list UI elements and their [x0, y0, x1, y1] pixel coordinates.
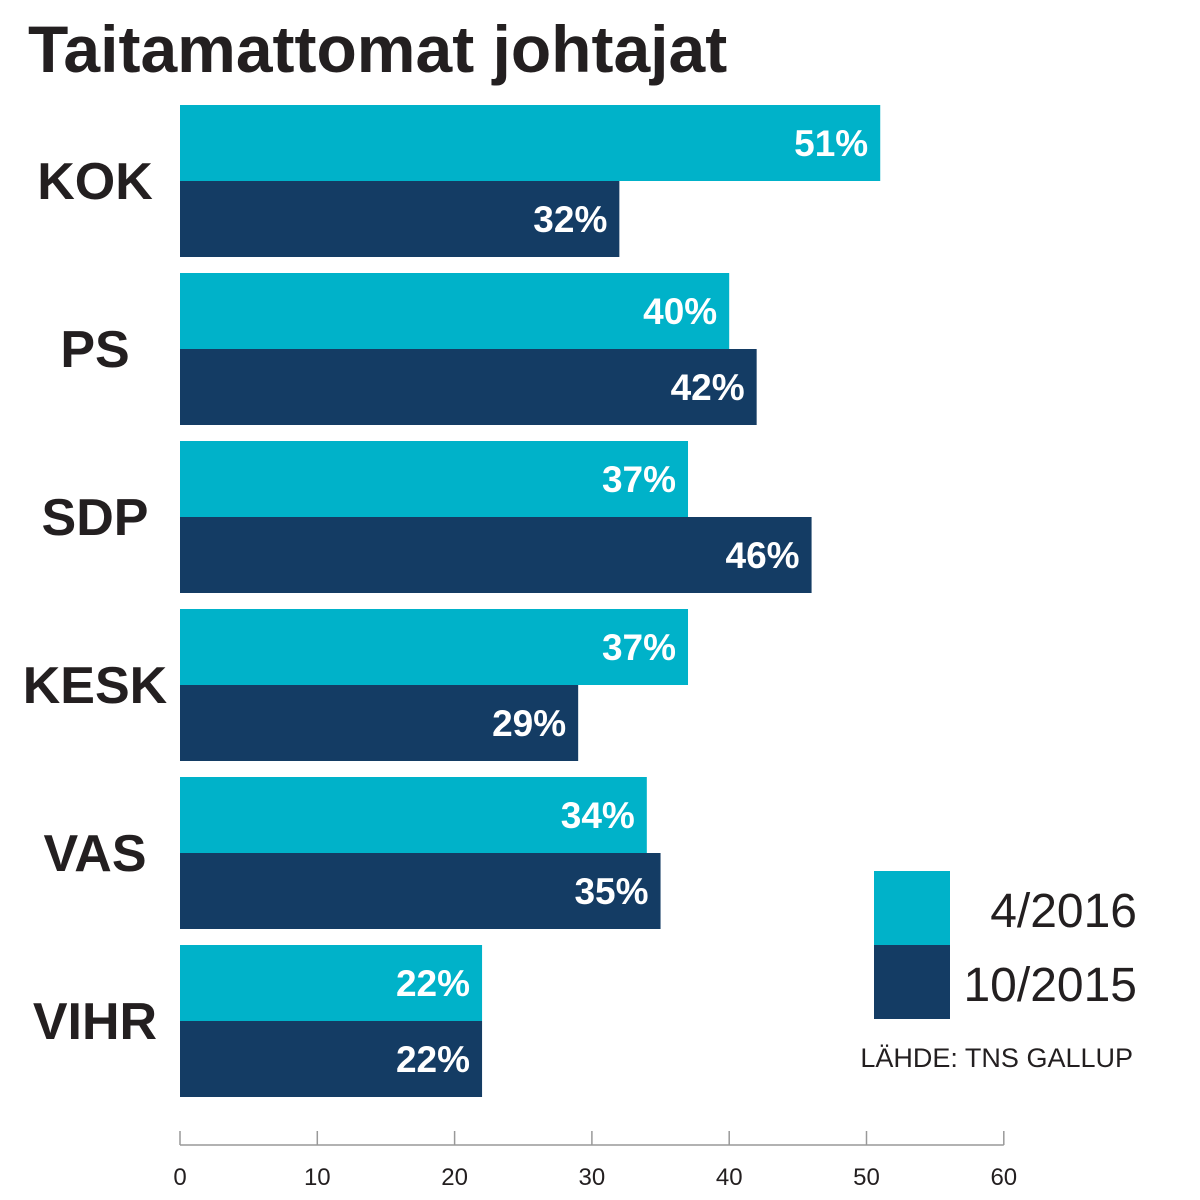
- x-tick-label: 20: [441, 1164, 468, 1191]
- category-label-vas: VAS: [43, 825, 146, 883]
- bar-vihr-series-2: [180, 1021, 483, 1097]
- bar-ps-series-1: [180, 273, 730, 349]
- x-tick-label: 10: [304, 1164, 331, 1191]
- bar-sdp-series-1: [180, 441, 689, 517]
- chart-title: Taitamattomat johtajat: [28, 12, 727, 86]
- legend-swatch-series-2: [874, 945, 950, 1019]
- bar-kok-series-1: [180, 105, 881, 181]
- legend-label-series-2: 10/2015: [963, 959, 1137, 1012]
- bar-ps-series-2: [180, 349, 757, 425]
- category-label-kok: KOK: [37, 153, 153, 211]
- value-label-kok-series-2: 32%: [533, 199, 607, 240]
- category-label-sdp: SDP: [42, 489, 149, 547]
- legend-swatch-series-1: [874, 871, 950, 945]
- value-label-vihr-series-1: 22%: [396, 963, 470, 1004]
- bar-kok-series-2: [180, 181, 620, 257]
- x-tick-label: 60: [990, 1164, 1017, 1191]
- source-note: LÄHDE: TNS GALLUP: [860, 1043, 1133, 1073]
- bar-kesk-series-2: [180, 685, 579, 761]
- legend-label-series-1: 4/2016: [990, 885, 1137, 938]
- legend: 4/2016 10/2015: [874, 871, 1137, 1019]
- value-label-vas-series-1: 34%: [561, 795, 635, 836]
- x-tick-label: 30: [579, 1164, 606, 1191]
- x-tick-label: 0: [173, 1164, 186, 1191]
- value-label-vihr-series-2: 22%: [396, 1039, 470, 1080]
- category-label-kesk: KESK: [23, 657, 168, 715]
- value-labels: 51% 32% 40% 42% 37% 46% 37% 29% 34% 35% 22% 22%: [396, 123, 868, 1080]
- x-axis: 0 10 20 30 40 50 60: [173, 1131, 1017, 1191]
- value-label-kesk-series-2: 29%: [492, 703, 566, 744]
- value-label-ps-series-1: 40%: [643, 291, 717, 332]
- x-tick-label: 40: [716, 1164, 743, 1191]
- category-label-ps: PS: [60, 321, 129, 379]
- bar-vas-series-1: [180, 777, 647, 853]
- value-label-kesk-series-1: 37%: [602, 627, 676, 668]
- bar-vas-series-2: [180, 853, 661, 929]
- category-label-vihr: VIHR: [33, 993, 157, 1051]
- value-label-kok-series-1: 51%: [794, 123, 868, 164]
- bars: [180, 105, 881, 1097]
- bar-sdp-series-2: [180, 517, 812, 593]
- value-label-sdp-series-2: 46%: [726, 535, 800, 576]
- x-tick-label: 50: [853, 1164, 880, 1191]
- value-label-vas-series-2: 35%: [574, 871, 648, 912]
- value-label-sdp-series-1: 37%: [602, 459, 676, 500]
- bar-vihr-series-1: [180, 945, 483, 1021]
- value-label-ps-series-2: 42%: [671, 367, 745, 408]
- category-labels: KOK PS SDP KESK VAS VIHR: [23, 153, 168, 1051]
- bar-kesk-series-1: [180, 609, 689, 685]
